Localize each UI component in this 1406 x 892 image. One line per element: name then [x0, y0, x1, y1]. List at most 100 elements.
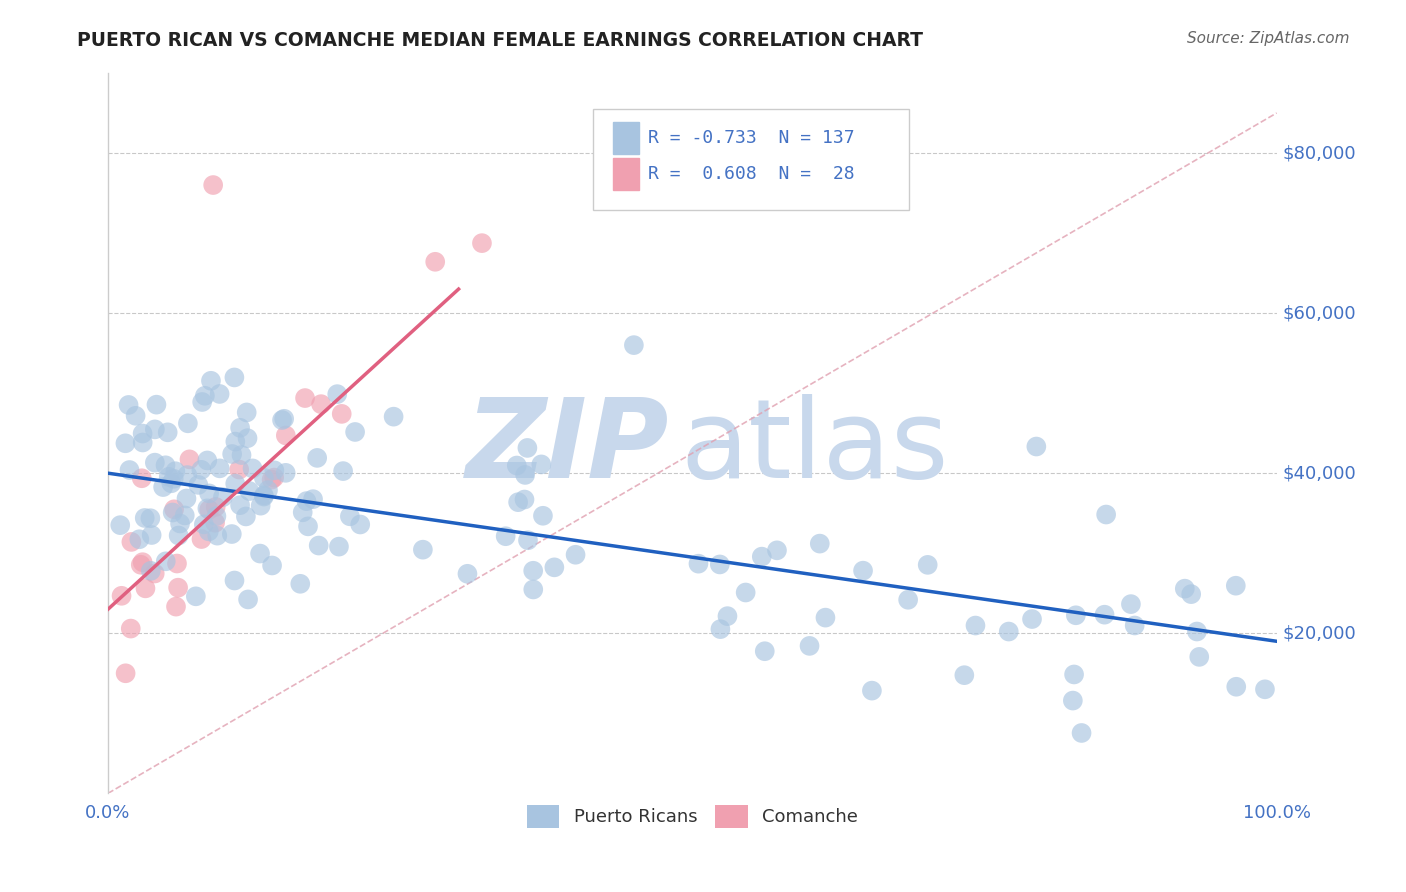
Point — [953, 668, 976, 682]
Point — [1070, 726, 1092, 740]
Point — [297, 519, 319, 533]
Point — [734, 585, 756, 599]
Point — [1064, 608, 1087, 623]
Point — [187, 478, 209, 492]
Point — [260, 473, 283, 487]
Point — [238, 484, 260, 499]
Point — [349, 517, 371, 532]
Point — [166, 557, 188, 571]
Point — [522, 582, 544, 597]
Point — [506, 458, 529, 473]
Point — [328, 540, 350, 554]
Point — [1063, 667, 1085, 681]
Point — [155, 554, 177, 568]
Point — [165, 464, 187, 478]
Point — [224, 434, 246, 449]
Point — [1180, 587, 1202, 601]
Point — [231, 448, 253, 462]
Point — [522, 564, 544, 578]
Text: $40,000: $40,000 — [1282, 464, 1357, 483]
Point — [1254, 682, 1277, 697]
Legend: Puerto Ricans, Comanche: Puerto Ricans, Comanche — [519, 798, 865, 835]
Point — [207, 529, 229, 543]
Point — [543, 560, 565, 574]
Point — [1225, 680, 1247, 694]
Point — [139, 511, 162, 525]
Point — [508, 495, 530, 509]
Point — [236, 431, 259, 445]
Point — [1094, 607, 1116, 622]
Point — [134, 511, 156, 525]
Point — [155, 458, 177, 473]
Text: ZIP: ZIP — [465, 394, 669, 501]
Point — [271, 413, 294, 427]
Point — [623, 338, 645, 352]
Point — [965, 618, 987, 632]
FancyBboxPatch shape — [593, 109, 908, 210]
Point — [128, 533, 150, 547]
Point — [332, 464, 354, 478]
Point — [1225, 579, 1247, 593]
Point — [274, 466, 297, 480]
Point — [224, 370, 246, 384]
Point — [1174, 582, 1197, 596]
Point — [516, 441, 538, 455]
Point — [716, 609, 738, 624]
Text: atlas: atlas — [681, 394, 949, 501]
Point — [412, 542, 434, 557]
Point — [235, 405, 257, 419]
Point — [253, 488, 276, 502]
Text: $20,000: $20,000 — [1282, 624, 1357, 642]
Point — [456, 566, 478, 581]
Point — [917, 558, 939, 572]
Point — [193, 517, 215, 532]
Text: PUERTO RICAN VS COMANCHE MEDIAN FEMALE EARNINGS CORRELATION CHART: PUERTO RICAN VS COMANCHE MEDIAN FEMALE E… — [77, 31, 924, 50]
Point — [131, 435, 153, 450]
Point — [110, 518, 132, 533]
Point — [202, 178, 225, 192]
Point — [194, 389, 217, 403]
Point — [326, 387, 349, 401]
Point — [766, 543, 789, 558]
Text: Source: ZipAtlas.com: Source: ZipAtlas.com — [1187, 31, 1350, 46]
Point — [852, 564, 875, 578]
Point — [1188, 649, 1211, 664]
Point — [1123, 618, 1146, 632]
Point — [198, 502, 221, 516]
Point — [198, 486, 221, 500]
Bar — [613, 121, 638, 154]
Point — [531, 508, 554, 523]
Point — [344, 425, 367, 439]
Point — [257, 483, 280, 498]
Point — [860, 683, 883, 698]
Point — [339, 509, 361, 524]
Point — [1185, 624, 1208, 639]
Point — [162, 506, 184, 520]
Point — [517, 533, 540, 548]
Point — [249, 547, 271, 561]
Point — [1025, 440, 1047, 454]
Text: R =  0.608  N =  28: R = 0.608 N = 28 — [648, 165, 855, 183]
Point — [120, 622, 142, 636]
Point — [302, 492, 325, 507]
Point — [124, 409, 146, 423]
Point — [799, 639, 821, 653]
Point — [1119, 597, 1142, 611]
Point — [198, 524, 221, 539]
Point — [307, 450, 329, 465]
Text: R = -0.733  N = 137: R = -0.733 N = 137 — [648, 128, 855, 147]
Point — [236, 592, 259, 607]
Point — [221, 447, 243, 461]
Point — [308, 539, 330, 553]
Point — [997, 624, 1019, 639]
Point — [495, 529, 517, 543]
Point — [167, 528, 190, 542]
Bar — [613, 158, 638, 190]
Point — [224, 476, 246, 491]
Point — [114, 436, 136, 450]
Point — [295, 494, 318, 508]
Point — [143, 566, 166, 581]
Point — [131, 426, 153, 441]
Text: $60,000: $60,000 — [1282, 304, 1357, 322]
Point — [1021, 612, 1043, 626]
